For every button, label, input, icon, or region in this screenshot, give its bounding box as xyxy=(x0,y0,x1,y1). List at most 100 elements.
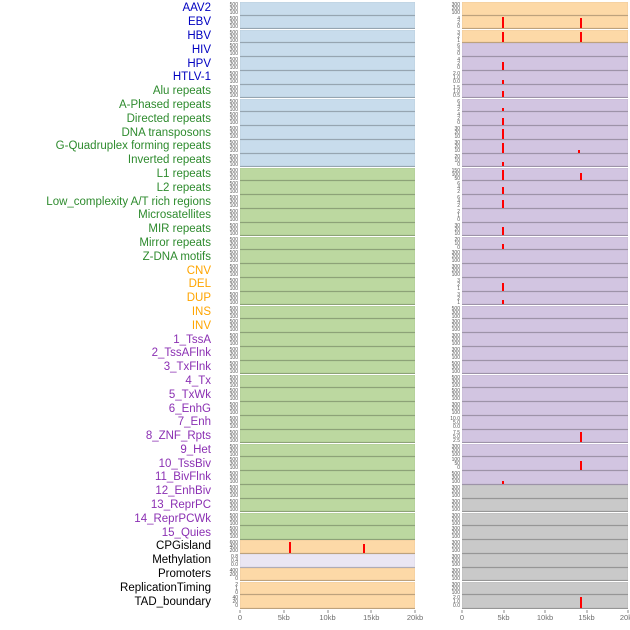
y-tick-label: 0 xyxy=(457,244,460,251)
y-tick-label: 500 xyxy=(229,374,238,381)
y-axis-ticks: 300 200 100 xyxy=(415,444,462,457)
track-strip xyxy=(240,457,415,471)
y-tick-label: 300 xyxy=(229,47,238,54)
x-tick-label: 0 xyxy=(237,613,243,623)
y-tick-label: 30 xyxy=(454,140,460,147)
x-tick-mark xyxy=(586,610,587,613)
signal-spike xyxy=(579,460,582,470)
track-strip xyxy=(240,126,415,140)
track-panel-right: 300 200 100 xyxy=(415,333,628,347)
y-tick-label: 300 xyxy=(229,295,238,302)
y-axis-ticks: 500 300 100 xyxy=(216,472,240,485)
y-tick-label: 500 xyxy=(229,43,238,50)
track-panel-right: 300 200 100 xyxy=(415,250,628,265)
signal-spike xyxy=(501,142,504,153)
y-tick-label: 500 xyxy=(229,443,238,450)
track-strip xyxy=(240,195,415,209)
track-panel-right: 500 300 100 xyxy=(415,471,628,485)
y-tick-label: 300 xyxy=(451,378,460,385)
track-panel-right: 30 20 10 xyxy=(415,222,628,237)
track-panel-left: 500 300 100 xyxy=(216,195,415,209)
track-strip xyxy=(240,57,415,71)
y-tick-label: 100 xyxy=(451,506,460,513)
y-tick-label: 300 xyxy=(229,530,238,537)
track-panel-left: 500 300 100 xyxy=(216,71,415,85)
y-tick-label: 100 xyxy=(451,368,460,375)
track-panel-right: 10.0 5.0 0.0 xyxy=(415,416,628,430)
track-strip xyxy=(462,236,628,251)
track-label: 11_BivFlnk xyxy=(154,471,211,484)
track-strip xyxy=(462,526,628,540)
track-row: 9_Het 500 300 100 300 200 100 xyxy=(0,443,630,458)
track-strip xyxy=(462,181,628,196)
y-tick-label: 500 xyxy=(229,388,238,395)
y-tick-label: 100 xyxy=(229,23,238,30)
y-tick-label: 100 xyxy=(451,313,460,320)
signal-spike xyxy=(579,17,582,29)
track-strip xyxy=(462,457,628,471)
track-row: DNA transposons 500 300 100 30 20 10 xyxy=(0,126,630,140)
x-tick-label: 0 xyxy=(459,613,465,623)
y-tick-label: 300 xyxy=(451,475,460,482)
track-strip xyxy=(462,291,628,306)
y-tick-label: 100 xyxy=(229,410,238,417)
track-label: ReplicationTiming xyxy=(120,581,211,594)
y-tick-label: 300 xyxy=(229,88,238,95)
y-tick-label: 100 xyxy=(229,451,238,458)
y-tick-label: 10 xyxy=(454,230,460,237)
y-tick-label: 0.8 xyxy=(231,553,238,560)
signal-spike xyxy=(501,300,504,305)
y-tick-label: 300 xyxy=(451,581,460,588)
y-tick-label: 1.0 xyxy=(453,88,460,95)
track-strip xyxy=(240,140,415,154)
track-panel-left: 600 400 200 xyxy=(216,540,415,554)
track-row: Alu repeats 500 300 100 1.5 1.0 0.5 xyxy=(0,84,630,99)
y-axis-ticks: 300 200 100 xyxy=(415,485,462,498)
y-tick-label: 500 xyxy=(229,140,238,147)
track-label: 4_Tx xyxy=(185,374,211,387)
y-axis-ticks: 500 300 100 xyxy=(415,389,462,402)
y-tick-label: 300 xyxy=(229,6,238,13)
y-tick-label: 400 xyxy=(229,567,238,574)
y-tick-label: 4 xyxy=(457,185,460,192)
track-strip xyxy=(240,581,415,596)
y-tick-label: 100 xyxy=(229,217,238,224)
track-panel-left: 500 300 100 xyxy=(216,512,415,527)
y-tick-label: 4 xyxy=(457,199,460,206)
y-tick-label: 300 xyxy=(229,268,238,275)
y-tick-label: 300 xyxy=(229,309,238,316)
y-axis-ticks: 500 300 100 xyxy=(415,472,462,485)
track-panel-right: 300 200 100 xyxy=(415,484,628,499)
y-tick-label: 300 xyxy=(451,567,460,574)
track-label: 5_TxWk xyxy=(168,388,211,401)
signal-spike xyxy=(501,91,504,98)
track-row: INV 500 300 100 300 200 100 xyxy=(0,319,630,334)
y-tick-label: 2 xyxy=(457,282,460,289)
y-tick-label: 200 xyxy=(229,548,238,555)
y-tick-label: 2 xyxy=(457,116,460,123)
y-tick-label: 500 xyxy=(229,167,238,174)
y-tick-label: 500 xyxy=(229,471,238,478)
track-panel-right: 300 200 100 xyxy=(415,526,628,540)
y-tick-label: 300 xyxy=(229,282,238,289)
y-tick-label: 0.5 xyxy=(453,92,460,99)
track-panel-left: 500 300 100 xyxy=(216,84,415,99)
y-axis-ticks: 150 100 50 xyxy=(415,168,462,181)
track-label: 3_TxFlnk xyxy=(163,361,211,374)
track-strip xyxy=(240,98,415,113)
y-axis-ticks: 500 300 100 xyxy=(216,485,240,498)
y-tick-label: 500 xyxy=(229,498,238,505)
